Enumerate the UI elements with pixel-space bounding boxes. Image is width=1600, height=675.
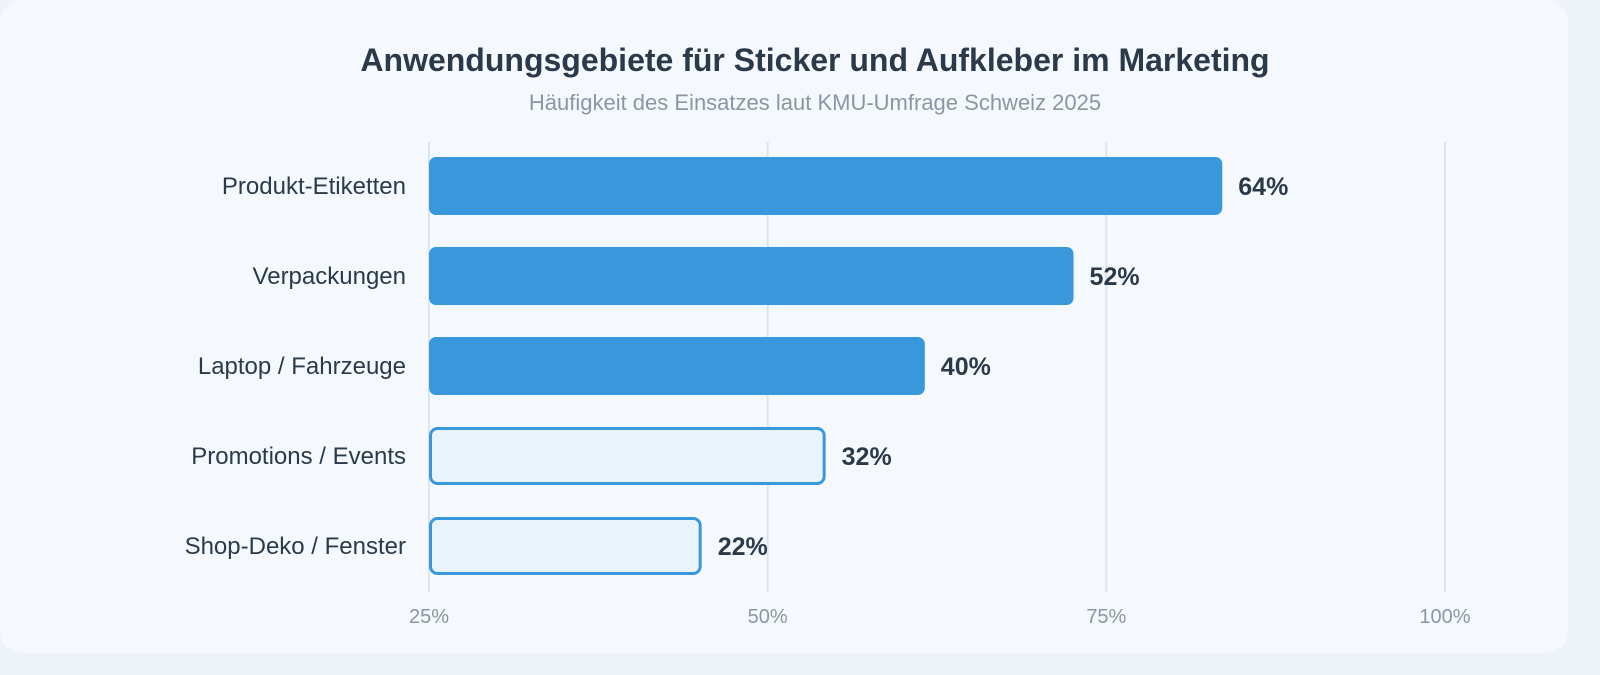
category-label: Promotions / Events (191, 443, 406, 470)
bar-value-label: 32% (842, 443, 892, 471)
category-label: Shop-Deko / Fenster (185, 533, 406, 560)
category-label: Verpackungen (253, 263, 406, 290)
bar-value-label: 52% (1090, 263, 1140, 291)
chart-title: Anwendungsgebiete für Sticker und Aufkle… (360, 42, 1270, 78)
chart-card: Anwendungsgebiete für Sticker und Aufkle… (184, 42, 1471, 628)
bar (429, 157, 1223, 215)
category-label: Produkt-Etiketten (222, 173, 406, 200)
bar (429, 247, 1074, 305)
bar-value-label: 64% (1238, 173, 1288, 201)
bar-value-label: 22% (718, 533, 768, 561)
x-tick-label: 100% (1419, 606, 1470, 628)
bar-value-label: 40% (941, 353, 991, 381)
category-label: Laptop / Fahrzeuge (198, 353, 406, 380)
chart-subtitle: Häufigkeit des Einsatzes laut KMU-Umfrag… (528, 90, 1102, 115)
bar (429, 517, 702, 575)
x-tick-label: 50% (748, 606, 788, 628)
x-tick-label: 75% (1086, 606, 1126, 628)
x-tick-label: 25% (409, 606, 449, 628)
bar (429, 337, 925, 395)
bar (429, 427, 826, 485)
